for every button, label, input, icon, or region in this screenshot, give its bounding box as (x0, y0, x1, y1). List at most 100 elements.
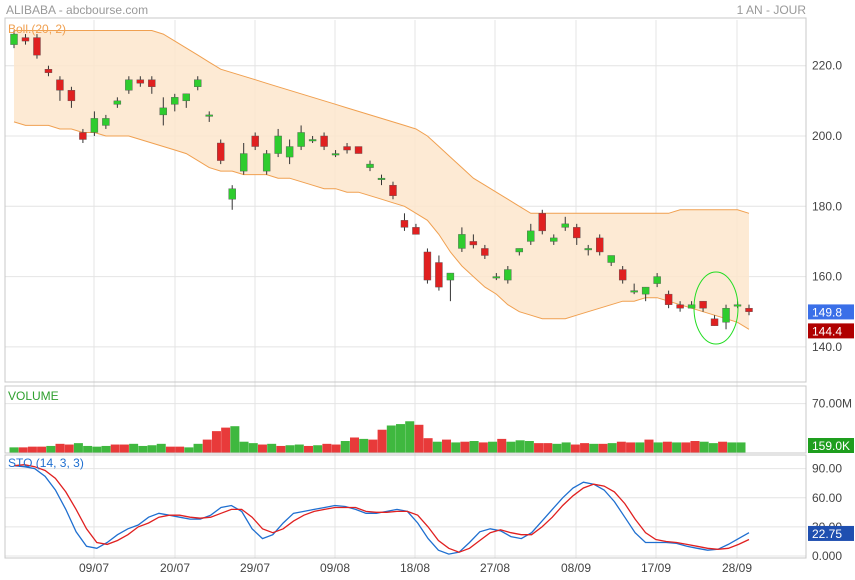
candle-body (630, 290, 638, 293)
candle-body (481, 248, 489, 256)
candle-body (435, 262, 443, 288)
volume-bar (506, 441, 516, 453)
bollinger-legend: Boll.(20, 2) (8, 22, 66, 36)
axis-labels: 09/07 20/07 29/07 09/08 18/08 27/08 08/09 17/09… (79, 59, 852, 575)
candle-body (10, 33, 18, 45)
volume-bar (276, 445, 286, 453)
volume-bar (432, 441, 442, 453)
band-lower-badge: 144.4 (808, 323, 854, 339)
sto-tick-label: 0.000 (812, 549, 842, 563)
volume-bar (37, 446, 47, 453)
volume-bar (83, 445, 93, 453)
volume-last-label: 159.0K (812, 439, 850, 453)
candle-body (297, 132, 305, 147)
band-lower-line (13, 121, 750, 330)
volume-bar (386, 425, 396, 453)
price-tick-label: 180.0 (812, 199, 842, 213)
volume-bar (119, 444, 129, 453)
volume-bar (635, 442, 645, 453)
volume-bar (193, 443, 203, 453)
volume-bar (616, 441, 626, 453)
candle-body (676, 304, 684, 309)
volume-bar (552, 443, 562, 453)
date-tick-label: 08/09 (561, 561, 591, 575)
chart-title: ALIBABA - abcbourse.com (6, 3, 148, 17)
volume-bar (488, 441, 498, 453)
candle-body (21, 37, 30, 42)
highlight-circle (693, 271, 739, 345)
candle-body (722, 307, 730, 323)
volume-bar (211, 431, 221, 453)
volume-bar (589, 443, 599, 453)
volume-bar (221, 427, 231, 453)
candle-body (205, 114, 213, 117)
volume-bar (497, 438, 507, 453)
volume-bar (442, 439, 452, 453)
date-tick-label: 18/08 (400, 561, 430, 575)
candle-body (745, 307, 753, 312)
candle-body (228, 188, 236, 200)
price-tick-label: 220.0 (812, 59, 842, 73)
sto-last-badge: 22.75 (808, 525, 854, 541)
candle-body (527, 230, 535, 242)
volume-bar (423, 438, 433, 453)
volume-bar (727, 442, 737, 453)
sto-tick-label: 60.00 (812, 491, 842, 505)
candle-body (607, 255, 615, 263)
sto-legend: STO (14, 3, 3) (8, 456, 84, 470)
volume-bar (156, 443, 166, 453)
volume-bar (377, 429, 387, 453)
candle-body (412, 227, 420, 235)
candles (10, 30, 753, 330)
price-tick-label: 160.0 (812, 270, 842, 284)
volume-bar (92, 446, 102, 453)
candle-body (664, 293, 673, 305)
candle-body (515, 248, 524, 253)
candle-body (79, 132, 87, 140)
volume-bar (184, 447, 194, 453)
period-label: 1 AN - JOUR (737, 3, 807, 17)
volume-bars (9, 421, 746, 453)
candle-body (320, 135, 328, 147)
volume-bar (690, 441, 700, 453)
last-price-label: 149.8 (812, 305, 842, 319)
candle-body (194, 79, 202, 87)
candle-body (171, 97, 179, 105)
volume-bar (451, 442, 461, 453)
candle-body (618, 269, 627, 281)
volume-bar (718, 441, 728, 453)
date-tick-label: 28/09 (722, 561, 752, 575)
candle-body (113, 100, 122, 105)
volume-bar (534, 443, 544, 453)
candle-body (561, 223, 569, 228)
candle-body (285, 146, 294, 158)
volume-bar (460, 441, 470, 453)
candle-body (492, 276, 501, 279)
candle-body (136, 79, 145, 84)
volume-bar (662, 441, 672, 453)
volume-last-badge: 159.0K (808, 438, 854, 453)
volume-bar (147, 445, 157, 453)
date-tick-label: 27/08 (480, 561, 510, 575)
candle-body (377, 177, 386, 180)
date-tick-label: 17/09 (641, 561, 671, 575)
candle-body (400, 220, 409, 228)
candle-body (331, 153, 340, 156)
volume-bar (349, 437, 359, 453)
volume-bar (580, 443, 590, 453)
volume-legend: VOLUME (8, 389, 59, 403)
volume-bar (736, 442, 746, 453)
candle-body (217, 142, 225, 161)
volume-bar (239, 441, 249, 453)
candle-body (550, 237, 558, 242)
candle-body (641, 286, 650, 295)
candle-body (148, 79, 156, 87)
candle-body (458, 234, 466, 249)
candle-body (343, 146, 351, 151)
candle-body (274, 135, 282, 154)
volume-bar (405, 421, 415, 453)
candle-body (182, 93, 190, 102)
volume-bar (294, 444, 304, 453)
date-tick-label: 20/07 (160, 561, 190, 575)
volume-bar (73, 443, 83, 453)
